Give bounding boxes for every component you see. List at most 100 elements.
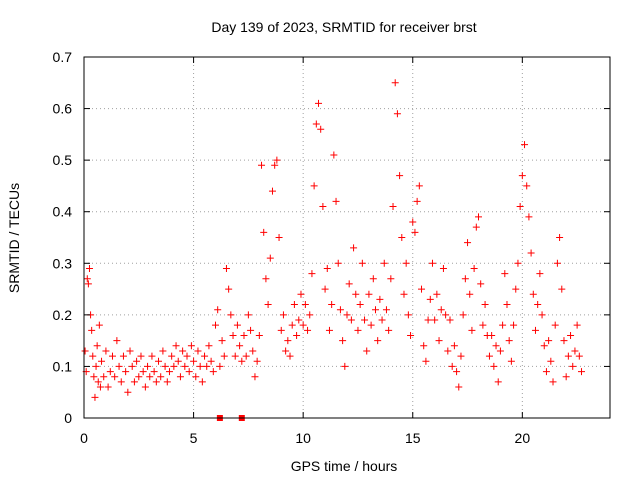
data-point xyxy=(464,239,472,247)
data-point xyxy=(428,259,436,267)
data-point xyxy=(92,362,100,370)
data-point xyxy=(317,125,325,133)
data-point xyxy=(174,357,182,365)
x-tick-label: 0 xyxy=(80,430,88,446)
data-point xyxy=(361,316,369,324)
data-point xyxy=(190,357,198,365)
data-point xyxy=(264,301,272,309)
data-point xyxy=(409,218,417,226)
data-point xyxy=(560,337,568,345)
data-point xyxy=(376,295,384,303)
data-point xyxy=(363,347,371,355)
data-point xyxy=(374,337,382,345)
y-tick-label: 0.5 xyxy=(53,152,73,168)
plot-frame xyxy=(83,56,611,419)
data-point xyxy=(398,234,406,241)
data-point xyxy=(290,301,298,309)
y-tick-label: 0.3 xyxy=(53,255,73,271)
data-point xyxy=(255,331,263,339)
data-point xyxy=(485,352,493,360)
data-point xyxy=(148,352,156,360)
data-point xyxy=(279,311,287,319)
data-point xyxy=(106,368,114,376)
data-point xyxy=(130,378,138,386)
data-point xyxy=(310,182,318,190)
data-point xyxy=(382,306,390,314)
data-point xyxy=(84,280,92,288)
data-point xyxy=(258,161,266,169)
data-point xyxy=(538,311,546,319)
data-point xyxy=(111,373,119,381)
data-point xyxy=(249,347,257,355)
data-point xyxy=(479,321,487,329)
data-point xyxy=(472,223,480,231)
data-point xyxy=(468,326,476,334)
data-point xyxy=(527,249,535,257)
data-point xyxy=(198,378,206,386)
data-point xyxy=(369,275,377,283)
data-point xyxy=(238,357,246,365)
data-point xyxy=(328,301,336,309)
data-point xyxy=(558,285,566,293)
data-point xyxy=(297,290,305,298)
data-point xyxy=(218,337,226,345)
data-point xyxy=(345,280,353,288)
data-point xyxy=(442,311,450,319)
data-point xyxy=(334,259,342,267)
data-point xyxy=(450,342,458,350)
data-point xyxy=(339,337,347,345)
data-point xyxy=(293,331,301,339)
data-point xyxy=(214,306,222,314)
data-point xyxy=(540,342,548,350)
data-point xyxy=(354,326,362,334)
data-point xyxy=(242,352,250,360)
data-point xyxy=(165,368,173,376)
data-point xyxy=(503,301,511,309)
data-point xyxy=(426,295,434,303)
data-point xyxy=(507,357,515,365)
x-axis-title: GPS time / hours xyxy=(291,458,398,474)
data-point xyxy=(277,326,285,334)
data-point xyxy=(253,357,261,365)
data-point xyxy=(306,311,314,319)
data-point xyxy=(133,357,141,365)
data-point xyxy=(358,259,366,267)
data-point xyxy=(141,383,149,391)
data-point xyxy=(179,347,187,355)
chart-title: Day 139 of 2023, SRMTID for receiver brs… xyxy=(211,19,476,35)
data-point xyxy=(301,301,309,309)
data-point xyxy=(126,347,134,355)
data-point xyxy=(453,368,461,376)
data-point xyxy=(135,373,143,381)
data-point xyxy=(536,270,544,278)
data-point xyxy=(494,378,502,386)
data-point xyxy=(251,373,259,381)
x-tick-label: 10 xyxy=(295,430,311,446)
data-point xyxy=(244,311,252,319)
data-point xyxy=(387,275,395,283)
data-point xyxy=(523,182,531,190)
axis-ticks xyxy=(83,56,610,419)
data-point xyxy=(150,368,158,376)
data-point xyxy=(402,259,410,267)
data-point xyxy=(365,290,373,298)
data-point xyxy=(124,388,132,396)
data-points xyxy=(81,79,586,421)
data-point xyxy=(496,347,504,355)
data-point xyxy=(115,362,123,370)
data-point xyxy=(225,285,233,293)
data-point xyxy=(91,393,99,401)
data-point xyxy=(93,342,101,350)
data-point xyxy=(187,342,195,350)
data-point xyxy=(407,331,415,339)
data-point xyxy=(499,321,507,329)
y-axis-title: SRMTID / TECUs xyxy=(6,183,22,293)
data-point xyxy=(415,182,423,190)
data-point xyxy=(137,352,145,360)
data-point xyxy=(556,234,564,241)
data-point xyxy=(159,347,167,355)
data-point xyxy=(439,264,447,272)
data-point xyxy=(163,378,171,386)
data-point xyxy=(564,352,572,360)
